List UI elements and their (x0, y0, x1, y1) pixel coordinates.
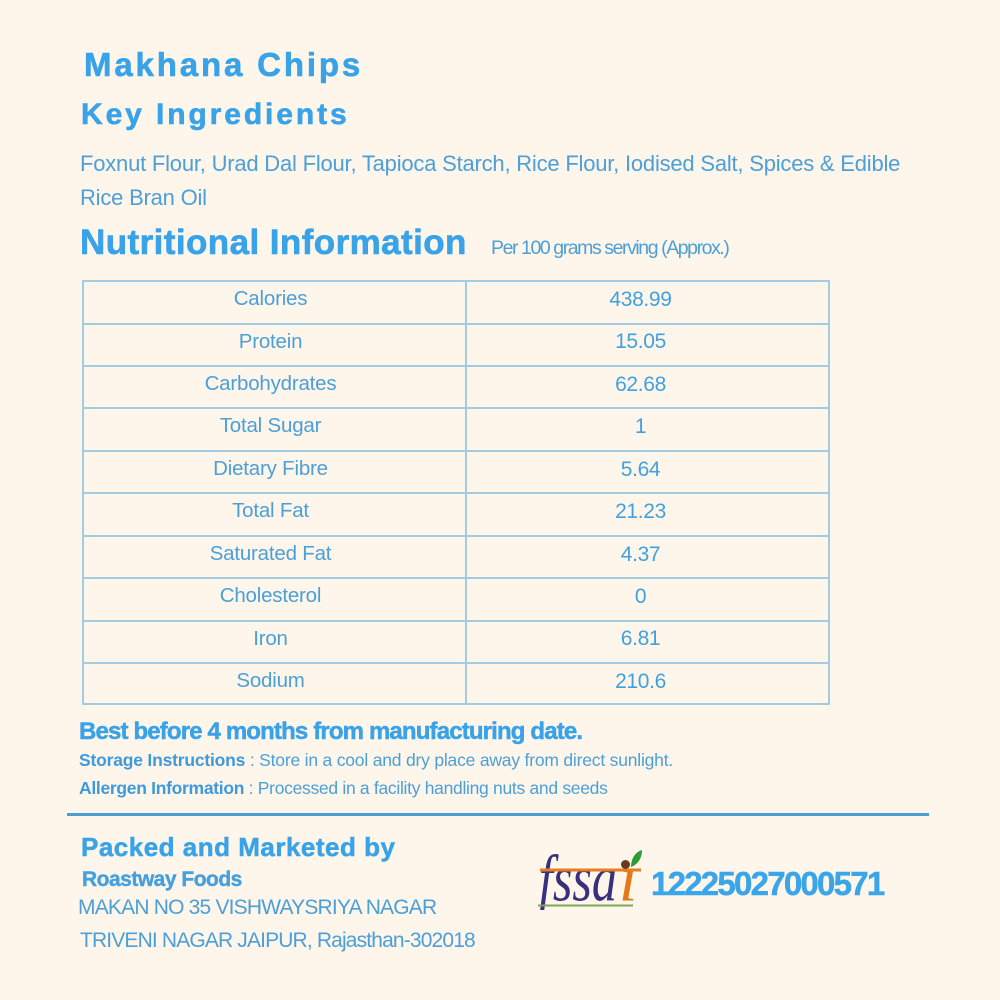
svg-text:fssa: fssa (539, 848, 617, 910)
